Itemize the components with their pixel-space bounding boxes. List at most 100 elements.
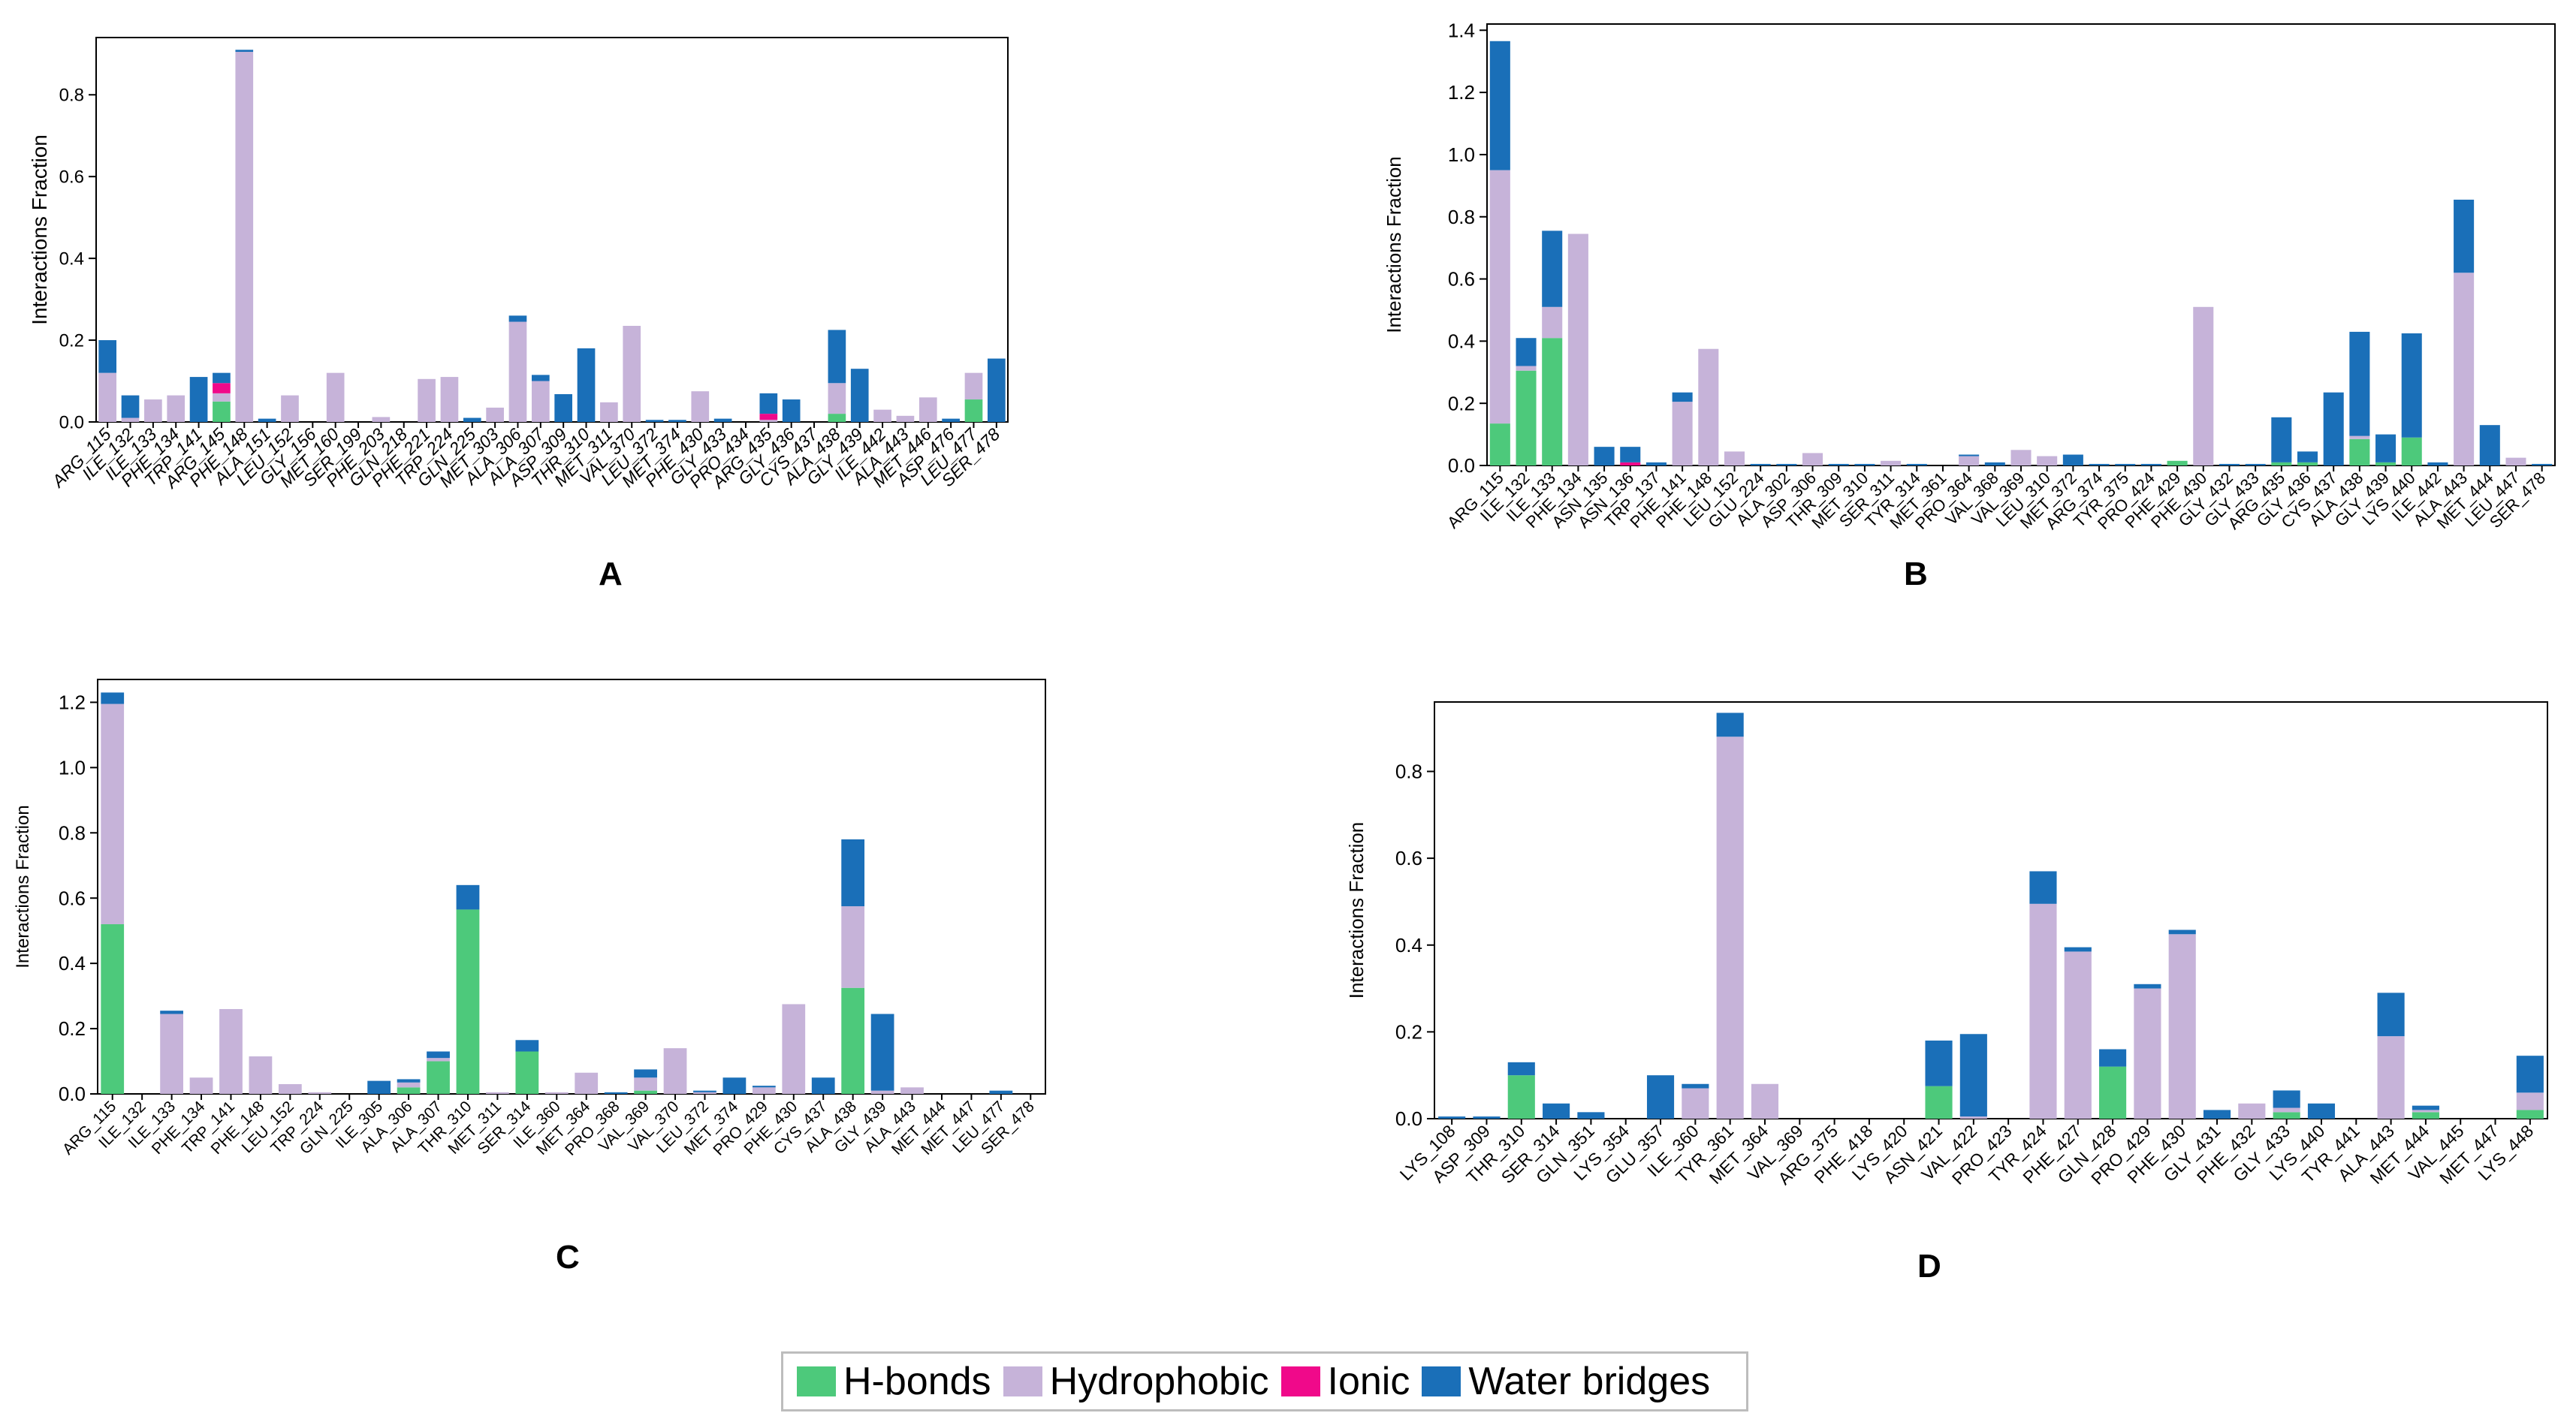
- panel-a-bar-hydrophobic-arg-145: [213, 393, 231, 402]
- panel-d-plot-frame: [1434, 701, 2548, 1119]
- panel-c-bar-water-leu-477: [989, 1090, 1013, 1094]
- panel-c-ytick-label: 0.2: [59, 1017, 86, 1040]
- panel-d-bar-hydrophobic-val-422: [1959, 1116, 1987, 1119]
- panel-a-bar-hydrophobic-phe-203: [372, 417, 391, 422]
- panel-d-ytick-label: 0.2: [1395, 1020, 1422, 1043]
- ionic-swatch: [1280, 1366, 1320, 1396]
- panel-b-bar-hydrophobic-phe-430: [2193, 306, 2214, 465]
- panel-a-plot-frame: [95, 37, 1009, 423]
- panel-a-bar-water-ala-306: [508, 315, 527, 322]
- panel-c-ytick-label: 1.0: [59, 756, 86, 779]
- water-bridges-swatch: [1422, 1366, 1461, 1396]
- panel-a-bar-water-ala-438: [828, 330, 846, 384]
- panel-c-ytick-label: 0.8: [59, 821, 86, 844]
- panel-d-bar-water-lys-448: [2516, 1056, 2544, 1093]
- panel-b-bar-water-gly-433: [2245, 463, 2266, 465]
- panel-a-bar-hydrophobic-arg-115: [98, 372, 117, 422]
- panel-a-bar-hydrophobic-ala-443: [896, 415, 915, 422]
- panel-b-ytick-label: 0.8: [1448, 206, 1475, 228]
- legend-label-ionic: Ionic: [1327, 1360, 1410, 1403]
- panel-c-bar-hydrophobic-leu-152: [278, 1083, 302, 1094]
- legend: H-bonds Hydrophobic Ionic Water bridges: [781, 1351, 1748, 1411]
- panel-b-bar-hydrophobic-leu-310: [2037, 456, 2058, 465]
- panel-a-bar-water-met-374: [668, 420, 686, 422]
- panel-c-bar-hydrophobic-ala-438: [841, 906, 865, 988]
- panel-c-bar-water-leu-372: [693, 1090, 716, 1092]
- panel-d-bar-water-val-422: [1959, 1034, 1987, 1117]
- panel-d-bar-water-gly-433: [2273, 1090, 2300, 1108]
- panel-a-bar-water-gln-225: [463, 417, 481, 422]
- panel-a-bar-hydrophobic-ala-307: [531, 381, 550, 422]
- panel-c-bar-hydrophobic-trp-224: [308, 1092, 332, 1094]
- panel-d-bar-water-gln-351: [1577, 1112, 1605, 1119]
- panel-d-bar-hydrophobic-pro-429: [2134, 988, 2161, 1119]
- panel-label-a: A: [599, 556, 623, 592]
- panel-c-bar-water-ile-305: [367, 1080, 391, 1094]
- panel-b-bar-water-met-372: [2062, 454, 2083, 465]
- legend-item-hydrophobic: Hydrophobic: [1003, 1359, 1269, 1404]
- panel-a-bar-hydrophobic-trp-224: [440, 377, 459, 422]
- panel-b-ytick-label: 1.2: [1448, 81, 1475, 104]
- panel-b-bar-water-gly-439: [2375, 434, 2397, 462]
- panel-b-ytick-label: 1.0: [1448, 143, 1475, 166]
- panel-a-bar-water-phe-148: [235, 50, 254, 53]
- panel-d-bar-hbond-thr-310: [1507, 1075, 1535, 1119]
- panel-a-bar-water-gly-439: [850, 369, 869, 422]
- panel-a-bar-hydrophobic-arg-435: [759, 420, 778, 422]
- panel-a-bar-hydrophobic-ala-438: [828, 383, 846, 414]
- panel-d-bar-water-gly-431: [2203, 1110, 2231, 1119]
- legend-label-water-bridges: Water bridges: [1468, 1360, 1711, 1403]
- panel-a-bar-hydrophobic-phe-221: [418, 378, 436, 422]
- panel-b-bar-water-ile-133: [1542, 230, 1563, 307]
- panel-c-bar-hydrophobic-ala-306: [397, 1082, 421, 1088]
- panel-d-bar-hydrophobic-gly-433: [2273, 1107, 2300, 1113]
- panel-b-chart: 0.0 0.2 0.4 0.6 0.8 1.0 1.2 1.4 Interactions Fra…: [1383, 19, 2556, 533]
- panel-c-bar-hydrophobic-ala-307: [427, 1058, 450, 1062]
- panel-b-bar-hydrophobic-ile-133: [1542, 306, 1563, 339]
- panel-b-bar-hydrophobic-phe-148: [1698, 348, 1719, 465]
- panel-b-bar-water-met-444: [2479, 425, 2500, 465]
- panel-c-bar-hydrophobic-arg-115: [101, 703, 125, 924]
- panel-a-bar-water-gly-436: [782, 399, 801, 422]
- panel-b-bar-hydrophobic-arg-115: [1489, 170, 1510, 424]
- panel-b-bar-hydrophobic-ser-311: [1881, 460, 1902, 465]
- panel-d-bar-hydrophobic-met-444: [2412, 1110, 2439, 1113]
- panel-b-bar-hydrophobic-pro-364: [1959, 456, 1980, 465]
- panel-a-bar-hydrophobic-ala-306: [508, 321, 527, 422]
- panel-a-bar-hydrophobic-val-370: [623, 326, 641, 422]
- panel-d-bar-water-lys-108: [1438, 1116, 1466, 1119]
- panel-d-bar-water-ser-314: [1543, 1103, 1570, 1119]
- panel-c-bar-hydrophobic-met-311: [486, 1092, 509, 1094]
- panel-c-bar-hydrophobic-pro-429: [752, 1087, 776, 1094]
- panel-b-bar-hydrophobic-ala-443: [2454, 273, 2475, 465]
- panel-d-bar-hydrophobic-phe-430: [2168, 934, 2196, 1119]
- panel-a-ytick-label: 0.0: [59, 412, 84, 432]
- panel-a-bar-hydrophobic-phe-430: [691, 391, 710, 422]
- legend-label-hydrophobic: Hydrophobic: [1049, 1360, 1269, 1403]
- panel-c-bar-hydrophobic-gly-439: [870, 1090, 894, 1094]
- panel-a-bar-hydrophobic-ile-133: [144, 399, 162, 422]
- panel-a-bar-hydrophobic-met-446: [918, 397, 937, 422]
- panel-a-bar-hydrophobic-leu-477: [964, 372, 983, 400]
- panel-a-bar-water-ala-151: [258, 418, 276, 422]
- panel-c-bar-hbond-ala-307: [427, 1061, 450, 1094]
- panel-b-ylabel: Interactions Fraction: [1383, 156, 1405, 333]
- panel-c-ytick-label: 0.4: [59, 952, 86, 975]
- hbonds-swatch: [797, 1366, 836, 1396]
- panel-a-bar-hydrophobic-phe-148: [235, 52, 254, 422]
- panel-b-bar-hbond-ile-133: [1542, 338, 1563, 465]
- panel-d-ylabel: Interactions Fraction: [1345, 822, 1368, 999]
- panel-d-bar-hydrophobic-phe-427: [2064, 951, 2092, 1119]
- panel-b-bar-water-met-310: [1854, 463, 1875, 465]
- panel-b-bar-water-pro-424: [2140, 463, 2161, 465]
- panel-a-bar-water-ser-478: [987, 358, 1006, 422]
- panel-a-bar-hbond-leu-477: [964, 399, 983, 422]
- panel-d-bar-hydrophobic-tyr-424: [2029, 903, 2057, 1119]
- panel-d-bar-hbond-met-444: [2412, 1112, 2439, 1119]
- panel-b-bar-water-lys-440: [2401, 333, 2422, 438]
- panel-d-bar-hbond-asn-421: [1925, 1086, 1953, 1119]
- panel-b-bar-hydrophobic-ala-438: [2349, 435, 2370, 439]
- panel-a-ytick-label: 0.8: [59, 86, 84, 106]
- panel-c-bar-water-cys-437: [811, 1077, 835, 1094]
- panel-a-bar-water-ile-132: [121, 395, 140, 418]
